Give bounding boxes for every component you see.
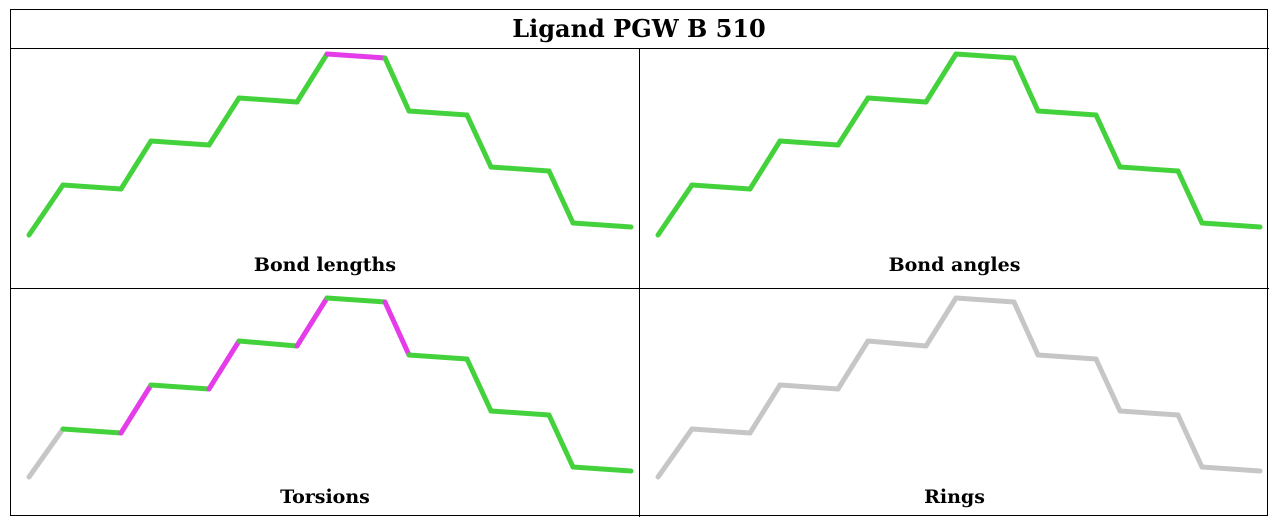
bond-segment [464, 112, 494, 170]
bond-segment [1093, 356, 1123, 414]
bond-segment [406, 352, 470, 362]
bond-segment [546, 412, 576, 470]
bond-segment [747, 382, 783, 436]
bond-segment [777, 138, 841, 148]
caption-torsions: Torsions [280, 486, 370, 508]
caption-bond-angles: Bond angles [888, 254, 1021, 276]
bond-segment [382, 299, 412, 358]
bond-segment [324, 295, 388, 305]
panel-bond-lengths: Bond lengths [11, 49, 639, 288]
bond-segment [26, 182, 66, 238]
bond-segment [488, 164, 552, 174]
bond-segment [60, 182, 124, 192]
bond-segment [835, 338, 871, 392]
bond-segment [747, 138, 783, 192]
bond-segment [655, 182, 695, 238]
bond-segment [294, 51, 330, 105]
bond-segment [865, 95, 929, 105]
bond-segment [382, 55, 412, 114]
molecule-bond-angles [655, 51, 1263, 238]
bond-segment [1199, 464, 1263, 474]
molecule-bond-lengths [26, 51, 634, 238]
bond-segment [953, 51, 1017, 61]
bond-segment [1011, 299, 1041, 358]
bond-segment [294, 295, 330, 349]
ligand-figure: Ligand PGW B 510 Bond lengths Bond angle… [10, 9, 1269, 517]
figure-title: Ligand PGW B 510 [512, 14, 766, 43]
bond-segment [148, 138, 212, 148]
bond-segment [464, 356, 494, 414]
bond-segment [923, 295, 959, 349]
caption-bond-lengths: Bond lengths [253, 254, 397, 276]
bond-segment [689, 426, 753, 436]
bond-segment [406, 108, 470, 118]
panel-rings: Rings [640, 289, 1269, 517]
bond-segment [206, 338, 242, 392]
bond-segment [655, 426, 695, 480]
bond-segment [1175, 168, 1205, 226]
bond-segment [1035, 108, 1099, 118]
bond-segment [1011, 55, 1041, 114]
bond-segment [118, 382, 154, 436]
bond-segment [777, 382, 841, 392]
bond-segment [118, 138, 154, 192]
bond-segment [1117, 164, 1181, 174]
bond-segment [689, 182, 753, 192]
bond-segment [1175, 412, 1205, 470]
molecule-torsions [26, 295, 634, 480]
bond-segment [570, 464, 634, 474]
bond-segment [236, 95, 300, 105]
row-divider [11, 288, 1269, 289]
column-divider [639, 48, 640, 517]
molecule-rings [655, 295, 1263, 480]
title-divider [11, 48, 1269, 49]
bond-segment [1117, 408, 1181, 418]
bond-segment [865, 338, 929, 349]
panel-torsions: Torsions [11, 289, 639, 517]
caption-rings: Rings [924, 486, 985, 508]
bond-segment [953, 295, 1017, 305]
bond-segment [324, 51, 388, 61]
bond-segment [1199, 220, 1263, 230]
bond-segment [570, 220, 634, 230]
bond-segment [60, 426, 124, 436]
bond-segment [1035, 352, 1099, 362]
bond-segment [546, 168, 576, 226]
bond-segment [26, 426, 66, 480]
bond-segment [236, 338, 300, 349]
bond-segment [206, 95, 242, 148]
bond-segment [148, 382, 212, 392]
bond-segment [835, 95, 871, 148]
bond-segment [923, 51, 959, 105]
panel-bond-angles: Bond angles [640, 49, 1269, 288]
bond-segment [1093, 112, 1123, 170]
bond-segment [488, 408, 552, 418]
